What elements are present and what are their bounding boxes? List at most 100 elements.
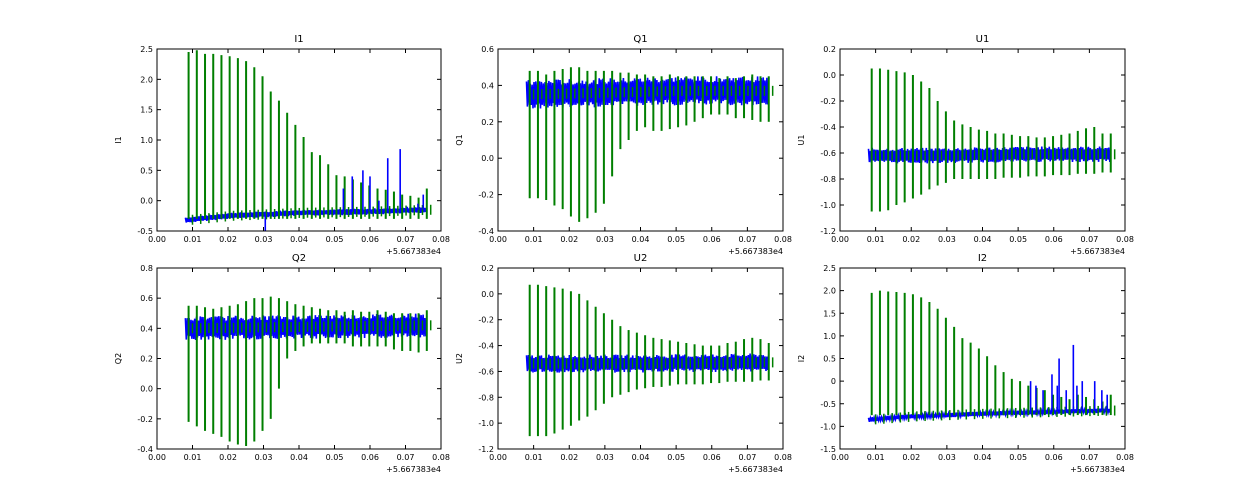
x-tick-label: 0.08 — [1116, 235, 1134, 244]
y-axis-label: I2 — [797, 355, 806, 362]
x-tick-label: 0.03 — [938, 235, 956, 244]
y-tick-label: -1.0 — [820, 422, 836, 431]
x-tick-label: 0.01 — [525, 235, 543, 244]
x-tick-label: 0.00 — [831, 235, 849, 244]
x-offset-label: +5.667383e4 — [386, 465, 441, 474]
x-tick-label: 0.06 — [361, 235, 379, 244]
y-tick-label: -0.2 — [137, 415, 153, 424]
x-tick-label: 0.04 — [290, 453, 308, 462]
y-tick-label: -0.4 — [478, 227, 494, 236]
x-offset-label: +5.667383e4 — [728, 247, 783, 256]
y-tick-label: -0.6 — [820, 149, 836, 158]
y-tick-label: 0.4 — [140, 324, 153, 333]
x-tick-label: 0.06 — [703, 235, 721, 244]
y-tick-label: -0.6 — [478, 367, 494, 376]
x-offset-label: +5.667383e4 — [1070, 465, 1125, 474]
x-tick-label: 0.04 — [632, 235, 650, 244]
plot-area — [525, 284, 774, 437]
subplot-title: Q2 — [292, 253, 306, 264]
y-tick-label: 0 — [831, 377, 836, 386]
y-axis-label: U2 — [455, 353, 464, 364]
x-tick-label: 0.07 — [738, 235, 756, 244]
x-tick-label: 0.02 — [902, 453, 920, 462]
y-tick-label: -0.5 — [137, 227, 153, 236]
x-tick-label: 0.03 — [255, 453, 273, 462]
plot-area — [525, 67, 774, 222]
x-tick-label: 0.00 — [489, 453, 507, 462]
x-tick-label: 0.08 — [774, 453, 792, 462]
x-tick-label: 0.01 — [867, 235, 885, 244]
x-tick-label: 0.03 — [938, 453, 956, 462]
y-tick-label: 2.5 — [823, 264, 836, 273]
x-tick-label: 0.05 — [667, 453, 685, 462]
y-tick-label: -1.2 — [478, 445, 494, 454]
y-axis-label: U1 — [797, 135, 806, 146]
y-tick-label: 1.5 — [823, 309, 836, 318]
x-tick-label: 0.07 — [1080, 235, 1098, 244]
y-tick-label: 0.4 — [481, 81, 494, 90]
y-tick-label: 0.8 — [140, 264, 153, 273]
x-tick-label: 0.00 — [489, 235, 507, 244]
x-tick-label: 0.07 — [397, 235, 415, 244]
x-tick-label: 0.06 — [361, 453, 379, 462]
plot-area — [184, 296, 432, 446]
y-tick-label: -1.2 — [820, 227, 836, 236]
y-tick-label: 0.5 — [140, 166, 153, 175]
x-tick-label: 0.05 — [1009, 453, 1027, 462]
x-tick-label: 0.05 — [326, 453, 344, 462]
x-tick-label: 0.04 — [974, 453, 992, 462]
y-tick-label: -0.4 — [478, 342, 494, 351]
y-tick-label: 0.6 — [140, 294, 153, 303]
x-tick-label: 0.05 — [667, 235, 685, 244]
y-tick-label: 2.0 — [823, 287, 836, 296]
x-tick-label: 0.00 — [148, 453, 166, 462]
x-tick-label: 0.05 — [1009, 235, 1027, 244]
y-tick-label: 1.0 — [823, 332, 836, 341]
x-tick-label: 0.01 — [184, 453, 202, 462]
y-tick-label: 0.0 — [823, 71, 836, 80]
x-tick-label: 0.08 — [432, 453, 450, 462]
subplot-q2: 0.00 0.01 0.02 0.03 0.04 0.05 0.06 0.07 0.08 -0.4… — [114, 253, 450, 474]
y-tick-label: 0.0 — [481, 290, 494, 299]
y-tick-label: 0.0 — [140, 385, 153, 394]
x-tick-label: 0.00 — [148, 235, 166, 244]
y-tick-label: 1.5 — [140, 106, 153, 115]
x-tick-label: 0.01 — [867, 453, 885, 462]
y-tick-label: 0.2 — [823, 45, 836, 54]
x-tick-label: 0.04 — [632, 453, 650, 462]
subplot-u1: 0.00 0.01 0.02 0.03 0.04 0.05 0.06 0.07 0.08 -1.2… — [797, 34, 1134, 256]
x-tick-label: 0.07 — [738, 453, 756, 462]
y-axis-label: I1 — [114, 136, 123, 143]
x-tick-label: 0.05 — [326, 235, 344, 244]
x-tick-label: 0.02 — [219, 453, 237, 462]
x-tick-label: 0.02 — [902, 235, 920, 244]
y-tick-label: 0.5 — [823, 355, 836, 364]
y-tick-label: -0.2 — [478, 191, 494, 200]
subplot-i1: 0.00 0.01 0.02 0.03 0.04 0.05 0.06 0.07 0.08 -0.5… — [114, 34, 450, 256]
subplot-i2: 0.00 0.01 0.02 0.03 0.04 0.05 0.06 0.07 0.08 -1.5… — [797, 253, 1134, 474]
x-tick-label: 0.03 — [596, 453, 614, 462]
x-tick-label: 0.04 — [290, 235, 308, 244]
y-tick-label: -0.5 — [820, 400, 836, 409]
x-tick-label: 0.06 — [1045, 453, 1063, 462]
y-tick-label: 0.2 — [481, 264, 494, 273]
y-tick-label: -1.0 — [820, 201, 836, 210]
subplot-q1: 0.00 0.01 0.02 0.03 0.04 0.05 0.06 0.07 0.08 -0.4… — [455, 34, 792, 256]
subplot-title: U1 — [976, 34, 990, 45]
y-tick-label: 1.0 — [140, 136, 153, 145]
y-tick-label: -0.8 — [478, 393, 494, 402]
y-tick-label: 0.2 — [481, 118, 494, 127]
x-tick-label: 0.08 — [1116, 453, 1134, 462]
y-tick-label: -0.8 — [820, 175, 836, 184]
x-tick-label: 0.02 — [560, 453, 578, 462]
y-tick-label: 0.2 — [140, 355, 153, 364]
y-tick-label: 0.0 — [140, 197, 153, 206]
plot-area — [867, 290, 1116, 425]
x-offset-label: +5.667383e4 — [386, 247, 441, 256]
y-tick-label: 0.6 — [481, 45, 494, 54]
plot-area — [184, 50, 432, 231]
x-tick-label: 0.04 — [974, 235, 992, 244]
y-axis-label: Q1 — [455, 134, 464, 145]
